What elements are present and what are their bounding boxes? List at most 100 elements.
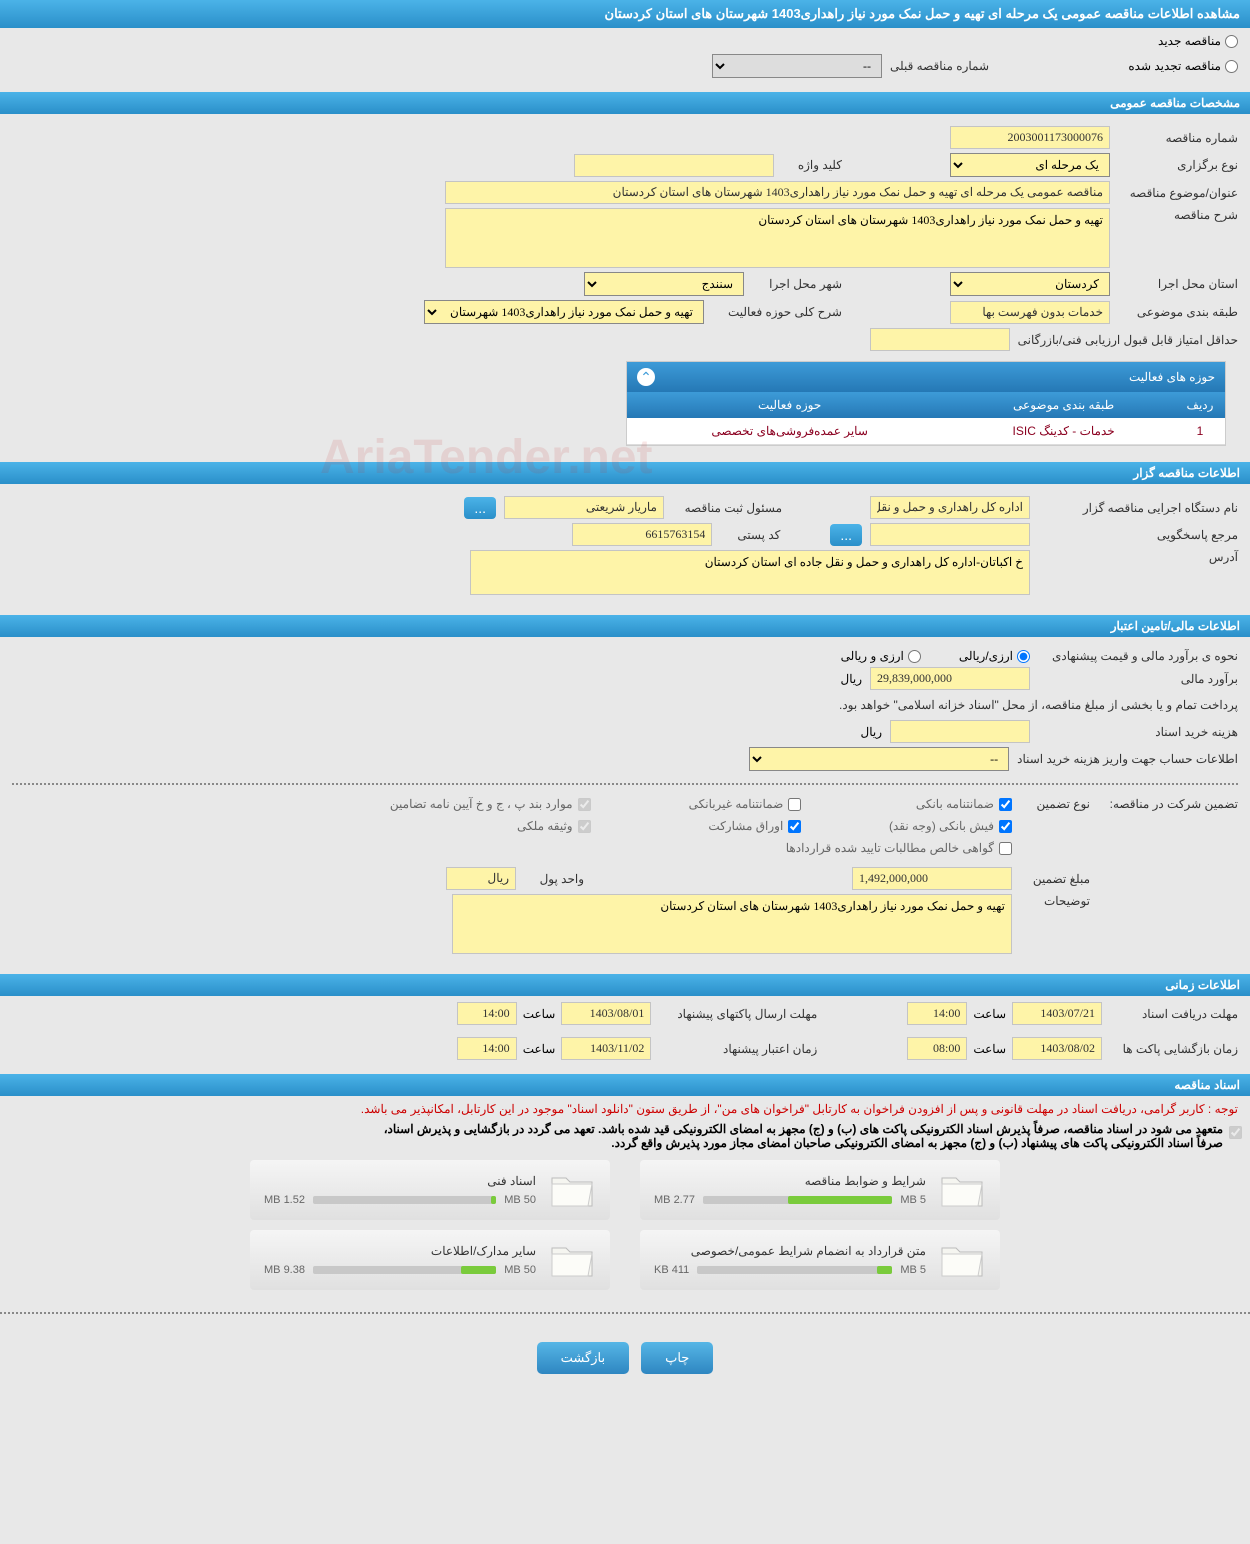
address-textarea[interactable]: [470, 550, 1030, 595]
city-select[interactable]: سنندج: [584, 272, 744, 296]
cb-bank[interactable]: ضمانتنامه بانکی: [811, 797, 1012, 811]
accept-checkbox[interactable]: [1229, 1126, 1242, 1139]
responder-label: مرجع پاسخگویی: [1038, 528, 1238, 542]
print-button[interactable]: چاپ: [641, 1342, 713, 1374]
validity-time[interactable]: [457, 1037, 517, 1060]
section-time-header: اطلاعات زمانی: [0, 974, 1250, 996]
keyword-input[interactable]: [574, 154, 774, 177]
scope-label: شرح کلی حوزه فعالیت: [712, 305, 842, 319]
doc-card-other[interactable]: سایر مدارک/اطلاعات 50 MB 9.38 MB: [250, 1230, 610, 1290]
doc-used-4: 9.38 MB: [264, 1264, 305, 1276]
doc-card-contract[interactable]: متن قرارداد به انضمام شرایط عمومی/خصوصی …: [640, 1230, 1000, 1290]
open-date[interactable]: [1012, 1037, 1102, 1060]
responder-input[interactable]: [870, 523, 1030, 546]
folder-icon: [938, 1240, 986, 1280]
guarantee-type-label: نوع تضمین: [1020, 797, 1090, 811]
notes-label: توضیحات: [1020, 894, 1090, 908]
cell-num: 1: [1175, 418, 1225, 445]
doc-used-1: 2.77 MB: [654, 1194, 695, 1206]
time-word-3: ساعت: [973, 1042, 1006, 1056]
deadline-doc-time[interactable]: [907, 1002, 967, 1025]
radio-renew[interactable]: مناقصه تجدید شده: [1128, 54, 1238, 78]
collapse-icon[interactable]: ⌃: [637, 368, 655, 386]
col-row: ردیف: [1175, 392, 1225, 418]
doc-card-technical[interactable]: اسناد فنی 50 MB 1.52 MB: [250, 1160, 610, 1220]
open-time[interactable]: [907, 1037, 967, 1060]
cb-cash[interactable]: فیش بانکی (وجه نقد): [811, 819, 1012, 833]
radio-rial[interactable]: ارزی/ریالی: [959, 649, 1030, 663]
col-category: طبقه بندی موضوعی: [952, 392, 1175, 418]
col-area: حوزه فعالیت: [627, 392, 952, 418]
doc-max-3: 5 MB: [900, 1264, 926, 1276]
divider: [12, 783, 1238, 785]
tender-number-input[interactable]: [950, 126, 1110, 149]
registrar-input[interactable]: [504, 496, 664, 519]
cell-cat: خدمات - کدینگ ISIC: [952, 418, 1175, 445]
unit-label: واحد پول: [524, 872, 584, 886]
section-docs-header: اسناد مناقصه: [0, 1074, 1250, 1096]
account-select[interactable]: --: [749, 747, 1009, 771]
org-input[interactable]: [870, 496, 1030, 519]
deadline-doc-date[interactable]: [1012, 1002, 1102, 1025]
radio-new-label: مناقصه جدید: [1158, 34, 1221, 48]
category-input[interactable]: [950, 301, 1110, 324]
desc-textarea[interactable]: [445, 208, 1110, 268]
type-select[interactable]: یک مرحله ای: [950, 153, 1110, 177]
radio-arz-input[interactable]: [908, 650, 921, 663]
folder-icon: [548, 1170, 596, 1210]
unit-input[interactable]: [446, 867, 516, 890]
time-word-2: ساعت: [523, 1007, 556, 1021]
guarantee-label: تضمین شرکت در مناقصه:: [1098, 797, 1238, 811]
back-button[interactable]: بازگشت: [537, 1342, 629, 1374]
payment-note: پرداخت تمام و یا بخشی از مبلغ مناقصه، از…: [12, 694, 1238, 716]
radio-rial-input[interactable]: [1017, 650, 1030, 663]
category-label: طبقه بندی موضوعی: [1118, 305, 1238, 319]
subject-input[interactable]: [445, 181, 1110, 204]
radio-new[interactable]: مناقصه جدید: [1158, 34, 1238, 48]
guarantee-amount-input[interactable]: [852, 867, 1012, 890]
deadline-env-date[interactable]: [561, 1002, 651, 1025]
registrar-browse-button[interactable]: ...: [464, 497, 496, 519]
tender-kind-radio-group: مناقصه جدید: [0, 28, 1250, 54]
province-select[interactable]: کردستان: [950, 272, 1110, 296]
prev-number-select[interactable]: --: [712, 54, 882, 78]
tender-number-label: شماره مناقصه: [1118, 131, 1238, 145]
scope-select[interactable]: تهیه و حمل نمک مورد نیاز راهداری1403 شهر…: [424, 300, 704, 324]
validity-date[interactable]: [561, 1037, 651, 1060]
radio-renew-label: مناقصه تجدید شده: [1128, 59, 1221, 73]
doc-used-2: 1.52 MB: [264, 1194, 305, 1206]
radio-arz-label: ارزی و ریالی: [841, 649, 904, 663]
estimate-mode-label: نحوه ی برآورد مالی و قیمت پیشنهادی: [1038, 649, 1238, 663]
cb-cert[interactable]: گواهی خالص مطالبات تایید شده قراردادها: [601, 841, 1012, 855]
bar-4: [313, 1266, 496, 1274]
estimate-input[interactable]: [870, 667, 1030, 690]
cb-share[interactable]: اوراق مشارکت: [601, 819, 802, 833]
doc-title-4: سایر مدارک/اطلاعات: [264, 1244, 536, 1258]
cb-deed[interactable]: وثیقه ملکی: [390, 819, 591, 833]
open-label: زمان بازگشایی پاکت ها: [1108, 1042, 1238, 1056]
doc-used-3: 411 KB: [654, 1264, 689, 1276]
radio-arz[interactable]: ارزی و ریالی: [841, 649, 921, 663]
activity-area-header: حوزه های فعالیت ⌃: [627, 362, 1225, 392]
postal-label: کد پستی: [720, 528, 780, 542]
cb-bpjkh[interactable]: موارد بند پ ، ج و خ آیین نامه تضامین: [390, 797, 591, 811]
activity-table: ردیف طبقه بندی موضوعی حوزه فعالیت 1 خدما…: [627, 392, 1225, 445]
city-label: شهر محل اجرا: [752, 277, 842, 291]
bar-3: [697, 1266, 892, 1274]
doc-card-conditions[interactable]: شرایط و ضوابط مناقصه 5 MB 2.77 MB: [640, 1160, 1000, 1220]
cell-area: سایر عمده‌فروشی‌های تخصصی: [627, 418, 952, 445]
section-general-header: مشخصات مناقصه عمومی: [0, 92, 1250, 114]
radio-rial-label: ارزی/ریالی: [959, 649, 1013, 663]
deadline-env-time[interactable]: [457, 1002, 517, 1025]
cb-nonbank[interactable]: ضمانتنامه غیربانکی: [601, 797, 802, 811]
doc-cost-input[interactable]: [890, 720, 1030, 743]
responder-browse-button[interactable]: ...: [830, 524, 862, 546]
doc-title-1: شرایط و ضوابط مناقصه: [654, 1174, 926, 1188]
notes-textarea[interactable]: [452, 894, 1012, 954]
radio-renew-input[interactable]: [1225, 60, 1238, 73]
min-score-label: حداقل امتیاز قابل قبول ارزیابی فنی/بازرگ…: [1018, 333, 1238, 347]
radio-new-input[interactable]: [1225, 35, 1238, 48]
postal-input[interactable]: [572, 523, 712, 546]
min-score-input[interactable]: [870, 328, 1010, 351]
doc-max-1: 5 MB: [900, 1194, 926, 1206]
